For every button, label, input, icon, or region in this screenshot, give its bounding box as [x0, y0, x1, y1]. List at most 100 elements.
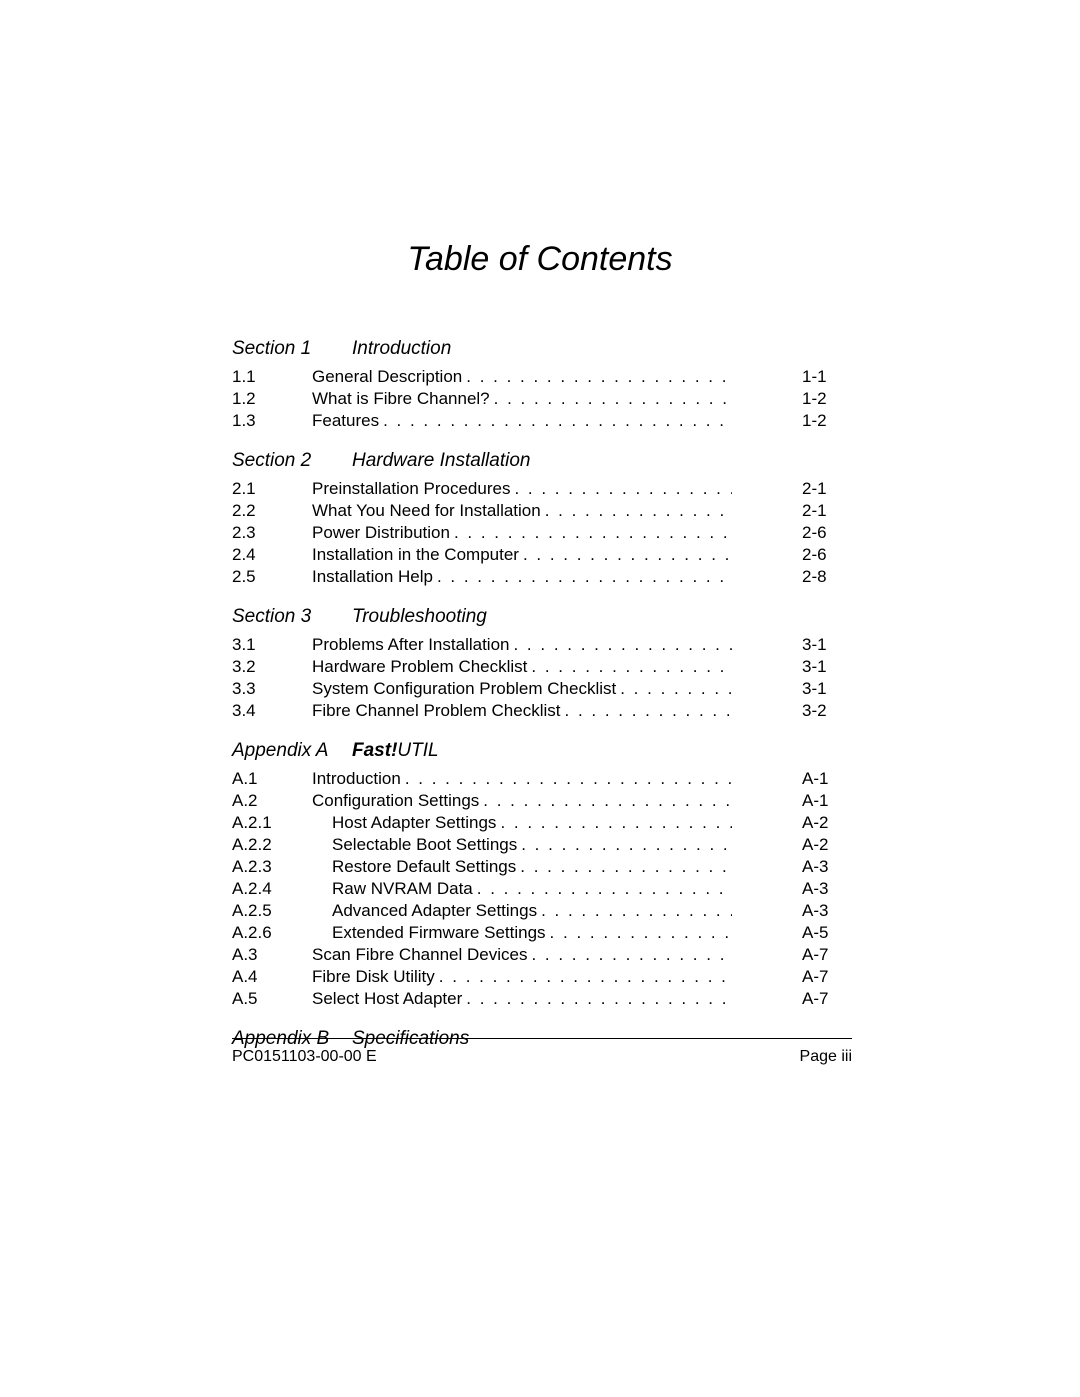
toc-entry-text: Restore Default Settings [312, 856, 516, 878]
toc-entry-page: 2-1 [802, 478, 852, 500]
toc-entry-text: Problems After Installation [312, 634, 509, 656]
footer-page-number: Page iii [800, 1048, 852, 1066]
toc-leader-dots [401, 768, 732, 790]
toc-entry: 2.3Power Distribution 2-6 [232, 522, 852, 544]
toc-leader-dots [616, 678, 732, 700]
toc-leader-dots [435, 966, 732, 988]
footer-rule [232, 1038, 852, 1039]
toc-entry-number: 3.3 [232, 678, 312, 700]
section-label: Section 1 [232, 338, 352, 360]
toc-entry-text: Scan Fibre Channel Devices [312, 944, 527, 966]
toc-leader-dots [510, 478, 732, 500]
toc-entry-text: Hardware Problem Checklist [312, 656, 527, 678]
toc-entry-number: A.2.6 [232, 922, 312, 944]
toc-entry: 3.2Hardware Problem Checklist 3-1 [232, 656, 852, 678]
toc-entry-page: 2-8 [802, 566, 852, 588]
toc-entry-page: 2-6 [802, 544, 852, 566]
toc-entry-page: 2-6 [802, 522, 852, 544]
toc-entry-text: Features [312, 410, 379, 432]
toc-entry-page: 3-2 [802, 700, 852, 722]
toc-entry-number: A.3 [232, 944, 312, 966]
toc-entry-number: 2.1 [232, 478, 312, 500]
section-header: Appendix BSpecifications [232, 1028, 852, 1050]
table-of-contents: Section 1Introduction1.1General Descript… [232, 320, 852, 1056]
toc-entry-text: Select Host Adapter [312, 988, 462, 1010]
footer: PC0151103-00-00 E Page iii [232, 1048, 852, 1066]
toc-entry-text: Installation Help [312, 566, 433, 588]
toc-leader-dots [546, 922, 732, 944]
toc-entry-page: A-1 [802, 790, 852, 812]
toc-entry: A.2.6Extended Firmware Settings A-5 [232, 922, 852, 944]
toc-entry-text: What is Fibre Channel? [312, 388, 490, 410]
toc-entry: A.5Select Host Adapter A-7 [232, 988, 852, 1010]
toc-entry: 3.3System Configuration Problem Checklis… [232, 678, 852, 700]
toc-leader-dots [496, 812, 732, 834]
toc-leader-dots [450, 522, 732, 544]
toc-entry-page: 2-1 [802, 500, 852, 522]
toc-entry-page: A-3 [802, 878, 852, 900]
toc-entry: A.2.1Host Adapter Settings A-2 [232, 812, 852, 834]
toc-entry-page: A-5 [802, 922, 852, 944]
toc-leader-dots [519, 544, 732, 566]
toc-entry-page: 3-1 [802, 656, 852, 678]
section-label: Appendix B [232, 1028, 352, 1050]
toc-entry: A.2.4Raw NVRAM Data A-3 [232, 878, 852, 900]
toc-entry: 1.2What is Fibre Channel?1-2 [232, 388, 852, 410]
toc-entry-page: A-3 [802, 856, 852, 878]
toc-leader-dots [509, 634, 732, 656]
toc-leader-dots [490, 388, 732, 410]
toc-entry-page: A-1 [802, 768, 852, 790]
toc-entry-page: 3-1 [802, 634, 852, 656]
section-title: Fast!UTIL [352, 740, 852, 762]
toc-entry: 3.1Problems After Installation3-1 [232, 634, 852, 656]
toc-entry-text: Introduction [312, 768, 401, 790]
toc-entry: A.2.2Selectable Boot SettingsA-2 [232, 834, 852, 856]
toc-entry-number: 1.3 [232, 410, 312, 432]
toc-entry-text: System Configuration Problem Checklist [312, 678, 616, 700]
section-header: Appendix AFast!UTIL [232, 740, 852, 762]
toc-entry-text: Raw NVRAM Data [312, 878, 473, 900]
toc-entry-text: Selectable Boot Settings [312, 834, 517, 856]
toc-entry: A.2.3Restore Default Settings A-3 [232, 856, 852, 878]
toc-entry-page: A-7 [802, 966, 852, 988]
toc-entry-number: A.2.1 [232, 812, 312, 834]
toc-entry: A.4Fibre Disk UtilityA-7 [232, 966, 852, 988]
toc-entry-number: 3.2 [232, 656, 312, 678]
toc-entry-number: 1.2 [232, 388, 312, 410]
toc-entry-text: Host Adapter Settings [312, 812, 496, 834]
toc-leader-dots [541, 500, 732, 522]
toc-entry-text: What You Need for Installation [312, 500, 541, 522]
toc-entry-number: A.2.3 [232, 856, 312, 878]
section-label: Appendix A [232, 740, 352, 762]
toc-leader-dots [473, 878, 732, 900]
toc-entry-number: A.2 [232, 790, 312, 812]
toc-entry: A.3Scan Fibre Channel DevicesA-7 [232, 944, 852, 966]
toc-entry-page: A-7 [802, 988, 852, 1010]
toc-entry-number: 2.3 [232, 522, 312, 544]
toc-entry-number: 1.1 [232, 366, 312, 388]
toc-leader-dots [516, 856, 732, 878]
toc-entry-number: A.5 [232, 988, 312, 1010]
footer-doc-id: PC0151103-00-00 E [232, 1048, 377, 1066]
toc-entry-number: A.2.5 [232, 900, 312, 922]
section-header: Section 2Hardware Installation [232, 450, 852, 472]
toc-entry-text: Configuration Settings [312, 790, 479, 812]
toc-entry-number: A.2.4 [232, 878, 312, 900]
toc-entry-page: A-2 [802, 812, 852, 834]
toc-entry-text: Advanced Adapter Settings [312, 900, 537, 922]
toc-entry-text: Extended Firmware Settings [312, 922, 546, 944]
toc-entry-text: Power Distribution [312, 522, 450, 544]
page: Table of Contents Section 1Introduction1… [0, 0, 1080, 1397]
page-title: Table of Contents [0, 240, 1080, 279]
toc-entry: 2.5Installation Help2-8 [232, 566, 852, 588]
toc-leader-dots [479, 790, 732, 812]
toc-entry-number: 2.4 [232, 544, 312, 566]
toc-entry: 1.3Features1-2 [232, 410, 852, 432]
section-label: Section 2 [232, 450, 352, 472]
toc-entry-page: 3-1 [802, 678, 852, 700]
toc-entry: 1.1General Description1-1 [232, 366, 852, 388]
section-title: Hardware Installation [352, 450, 852, 472]
section-header: Section 1Introduction [232, 338, 852, 360]
toc-entry-text: Fibre Channel Problem Checklist [312, 700, 561, 722]
toc-entry: 3.4Fibre Channel Problem Checklist3-2 [232, 700, 852, 722]
